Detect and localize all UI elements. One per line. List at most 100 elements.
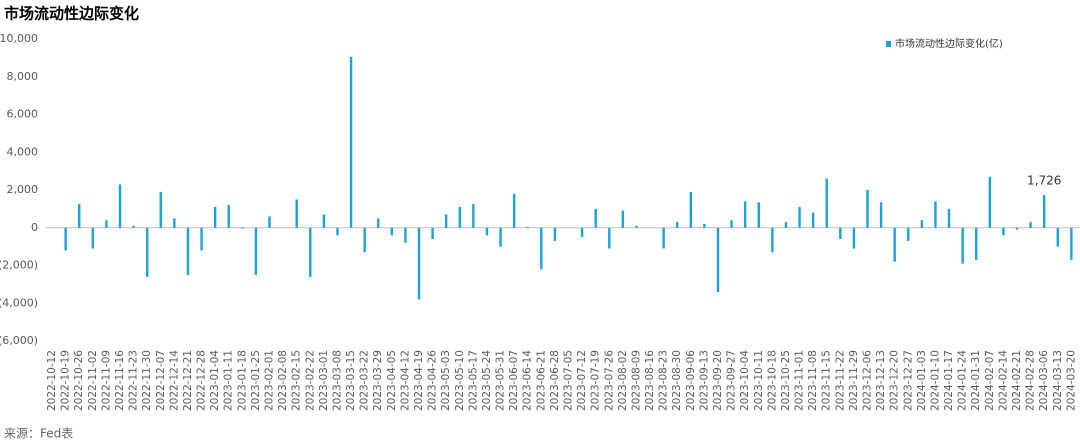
y-tick-label: 10,000 xyxy=(0,32,38,45)
bar xyxy=(78,204,81,228)
bar xyxy=(268,216,271,228)
x-tick-label: 2023-02-01 xyxy=(264,350,276,411)
x-tick-label: 2023-06-28 xyxy=(549,350,561,411)
x-tick-label: 2023-03-22 xyxy=(359,350,371,411)
bar xyxy=(784,222,788,228)
bar xyxy=(485,227,489,236)
x-tick-label: 2023-12-20 xyxy=(889,350,901,411)
x-tick-label: 2023-04-19 xyxy=(413,350,425,411)
bar xyxy=(771,227,774,253)
bar xyxy=(934,201,937,228)
x-tick-label: 2023-12-27 xyxy=(902,350,914,411)
x-tick-label: 2024-03-27 xyxy=(1079,350,1080,411)
x-tick-label: 2024-01-31 xyxy=(970,350,982,411)
x-tick-label: 2023-09-13 xyxy=(698,350,710,411)
y-tick-label: 0 xyxy=(31,221,38,234)
bar xyxy=(458,206,461,228)
bar xyxy=(676,222,679,228)
bar xyxy=(512,193,516,228)
x-tick-label: 2024-01-10 xyxy=(929,350,941,411)
bar xyxy=(580,227,584,238)
x-tick-label: 2022-11-30 xyxy=(141,350,153,411)
bar xyxy=(689,191,693,228)
x-tick-label: 2023-12-13 xyxy=(875,350,887,411)
y-tick-label: 6,000 xyxy=(7,108,39,121)
x-tick-label: 2023-01-04 xyxy=(209,350,221,411)
bar xyxy=(866,190,869,228)
x-tick-label: 2022-12-21 xyxy=(182,350,194,411)
source: 来源：Fed表 xyxy=(4,427,73,441)
x-tick-label: 2023-06-14 xyxy=(522,350,534,411)
y-tick-label: 4,000 xyxy=(7,145,39,158)
x-tick-label: 2023-02-15 xyxy=(291,350,303,411)
y-tick-label: 2,000 xyxy=(7,183,39,196)
x-tick-label: 2023-05-24 xyxy=(481,350,493,411)
x-tick-label: 2023-11-08 xyxy=(807,350,819,411)
bar xyxy=(920,220,924,228)
x-tick-label: 2023-08-16 xyxy=(644,350,656,411)
x-tick-label: 2023-04-05 xyxy=(386,350,398,411)
bar xyxy=(377,218,380,228)
x-tick-label: 2023-08-02 xyxy=(617,350,629,411)
bar xyxy=(132,225,135,228)
legend-label: 市场流动性边际变化(亿) xyxy=(895,37,1003,50)
bar xyxy=(988,176,992,228)
x-tick-label: 2022-12-14 xyxy=(168,350,180,411)
x-tick-label: 2023-06-21 xyxy=(535,350,547,411)
bar xyxy=(893,227,896,262)
x-tick-label: 2023-09-06 xyxy=(685,350,697,411)
x-tick-label: 2024-02-28 xyxy=(1025,350,1037,411)
y-tick-label: 8,000 xyxy=(7,70,39,83)
x-tick-label: 2023-05-17 xyxy=(467,350,479,411)
x-tick-label: 2024-01-17 xyxy=(943,350,955,411)
bar xyxy=(825,178,828,228)
bar xyxy=(227,205,230,228)
y-tick-label: (4,000) xyxy=(0,296,38,309)
bar xyxy=(553,227,557,241)
bar xyxy=(975,227,978,260)
bar xyxy=(757,202,760,228)
x-tick-label: 2023-11-15 xyxy=(821,350,833,411)
bar xyxy=(961,227,964,264)
chart-title: 市场流动性边际变化 xyxy=(4,5,139,23)
bar xyxy=(608,227,611,249)
bar xyxy=(213,206,217,228)
x-tick-label: 2023-06-07 xyxy=(508,350,520,411)
y-tick-label: (2,000) xyxy=(0,259,38,272)
x-tick-label: 2023-03-15 xyxy=(345,350,357,411)
bar xyxy=(907,227,910,241)
x-tick-label: 2023-09-27 xyxy=(726,350,738,411)
bar xyxy=(879,202,883,228)
x-tick-label: 2023-07-19 xyxy=(590,350,602,411)
x-tick-label: 2023-10-04 xyxy=(739,350,751,411)
bar xyxy=(404,227,407,243)
bar xyxy=(526,226,529,228)
bar xyxy=(621,210,625,228)
x-tick-label: 2023-07-12 xyxy=(576,350,588,411)
bar xyxy=(716,227,720,292)
bar xyxy=(811,212,815,228)
bar xyxy=(295,199,298,228)
bar xyxy=(798,206,801,228)
bar xyxy=(145,227,149,277)
bar xyxy=(540,227,543,270)
x-tick-label: 2023-01-11 xyxy=(223,350,235,411)
bar xyxy=(200,227,203,251)
bar xyxy=(1029,222,1032,228)
x-tick-label: 2023-10-25 xyxy=(780,350,792,411)
x-tick-label: 2023-08-23 xyxy=(658,350,670,411)
bar xyxy=(472,204,475,228)
legend-swatch xyxy=(886,41,891,47)
x-tick-label: 2023-08-30 xyxy=(671,350,683,411)
x-tick-label: 2023-12-06 xyxy=(862,350,874,411)
bar xyxy=(159,191,162,228)
bar xyxy=(363,227,366,253)
bar xyxy=(1002,227,1005,236)
x-tick-label: 2023-10-11 xyxy=(753,350,765,411)
bar xyxy=(431,227,434,240)
x-tick-label: 2024-02-21 xyxy=(1011,350,1023,411)
bar xyxy=(241,227,244,229)
bar xyxy=(499,227,502,247)
bar xyxy=(444,214,448,228)
bar xyxy=(1042,195,1046,228)
